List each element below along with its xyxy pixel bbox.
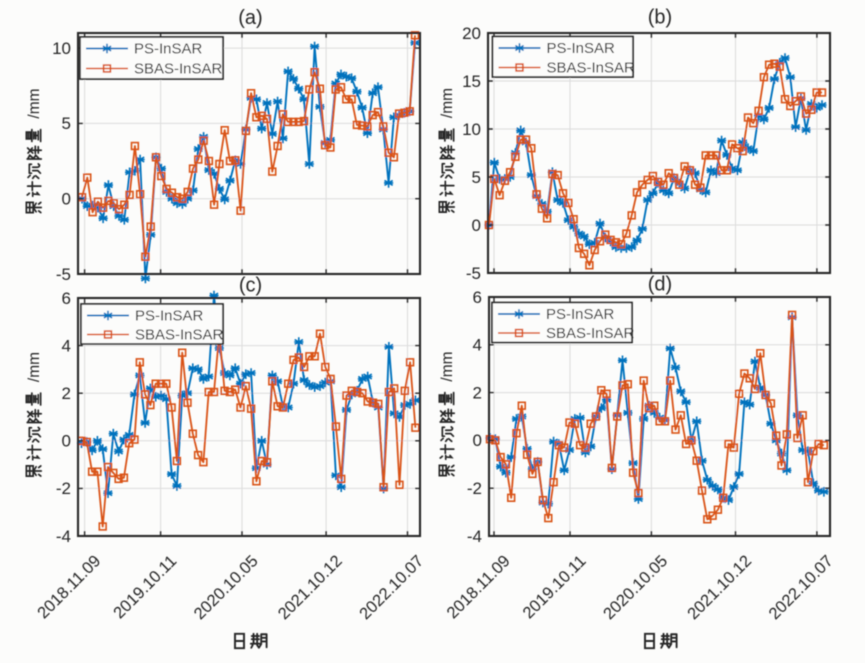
svg-text:(b): (b) (648, 7, 672, 29)
svg-text:0: 0 (62, 190, 71, 209)
svg-text:SBAS-InSAR: SBAS-InSAR (546, 325, 635, 342)
svg-text:-2: -2 (56, 479, 71, 498)
svg-text:2: 2 (62, 384, 71, 403)
svg-text:0: 0 (472, 216, 481, 235)
svg-text:PS-InSAR: PS-InSAR (547, 40, 616, 57)
svg-text:6: 6 (473, 288, 482, 307)
svg-text:(d): (d) (648, 274, 672, 296)
svg-text:0: 0 (62, 432, 71, 451)
svg-text:SBAS-InSAR: SBAS-InSAR (134, 61, 223, 78)
svg-text:6: 6 (62, 289, 71, 308)
svg-text:SBAS-InSAR: SBAS-InSAR (135, 327, 224, 344)
svg-text:/mm: /mm (439, 351, 456, 381)
svg-text:5: 5 (472, 168, 481, 187)
svg-text:PS-InSAR: PS-InSAR (546, 306, 615, 323)
svg-text:4: 4 (473, 336, 482, 355)
svg-text:5: 5 (62, 114, 71, 133)
svg-text:-4: -4 (56, 527, 71, 546)
svg-text:15: 15 (462, 72, 481, 91)
svg-text:20: 20 (462, 24, 481, 43)
svg-text:/mm: /mm (26, 352, 43, 382)
svg-text:/mm: /mm (26, 88, 43, 118)
svg-text:-4: -4 (467, 527, 482, 546)
svg-text:-5: -5 (56, 265, 71, 284)
svg-text:(c): (c) (239, 275, 262, 297)
svg-text:0: 0 (473, 431, 482, 450)
svg-text:/mm: /mm (439, 88, 456, 118)
svg-text:PS-InSAR: PS-InSAR (135, 308, 204, 325)
svg-text:2: 2 (473, 383, 482, 402)
svg-text:PS-InSAR: PS-InSAR (134, 41, 203, 58)
svg-text:-2: -2 (467, 479, 482, 498)
svg-text:10: 10 (52, 39, 71, 58)
svg-text:10: 10 (462, 120, 481, 139)
svg-text:SBAS-InSAR: SBAS-InSAR (547, 60, 636, 77)
svg-text:4: 4 (62, 336, 71, 355)
svg-text:(a): (a) (238, 7, 262, 29)
svg-text:-5: -5 (466, 264, 481, 283)
